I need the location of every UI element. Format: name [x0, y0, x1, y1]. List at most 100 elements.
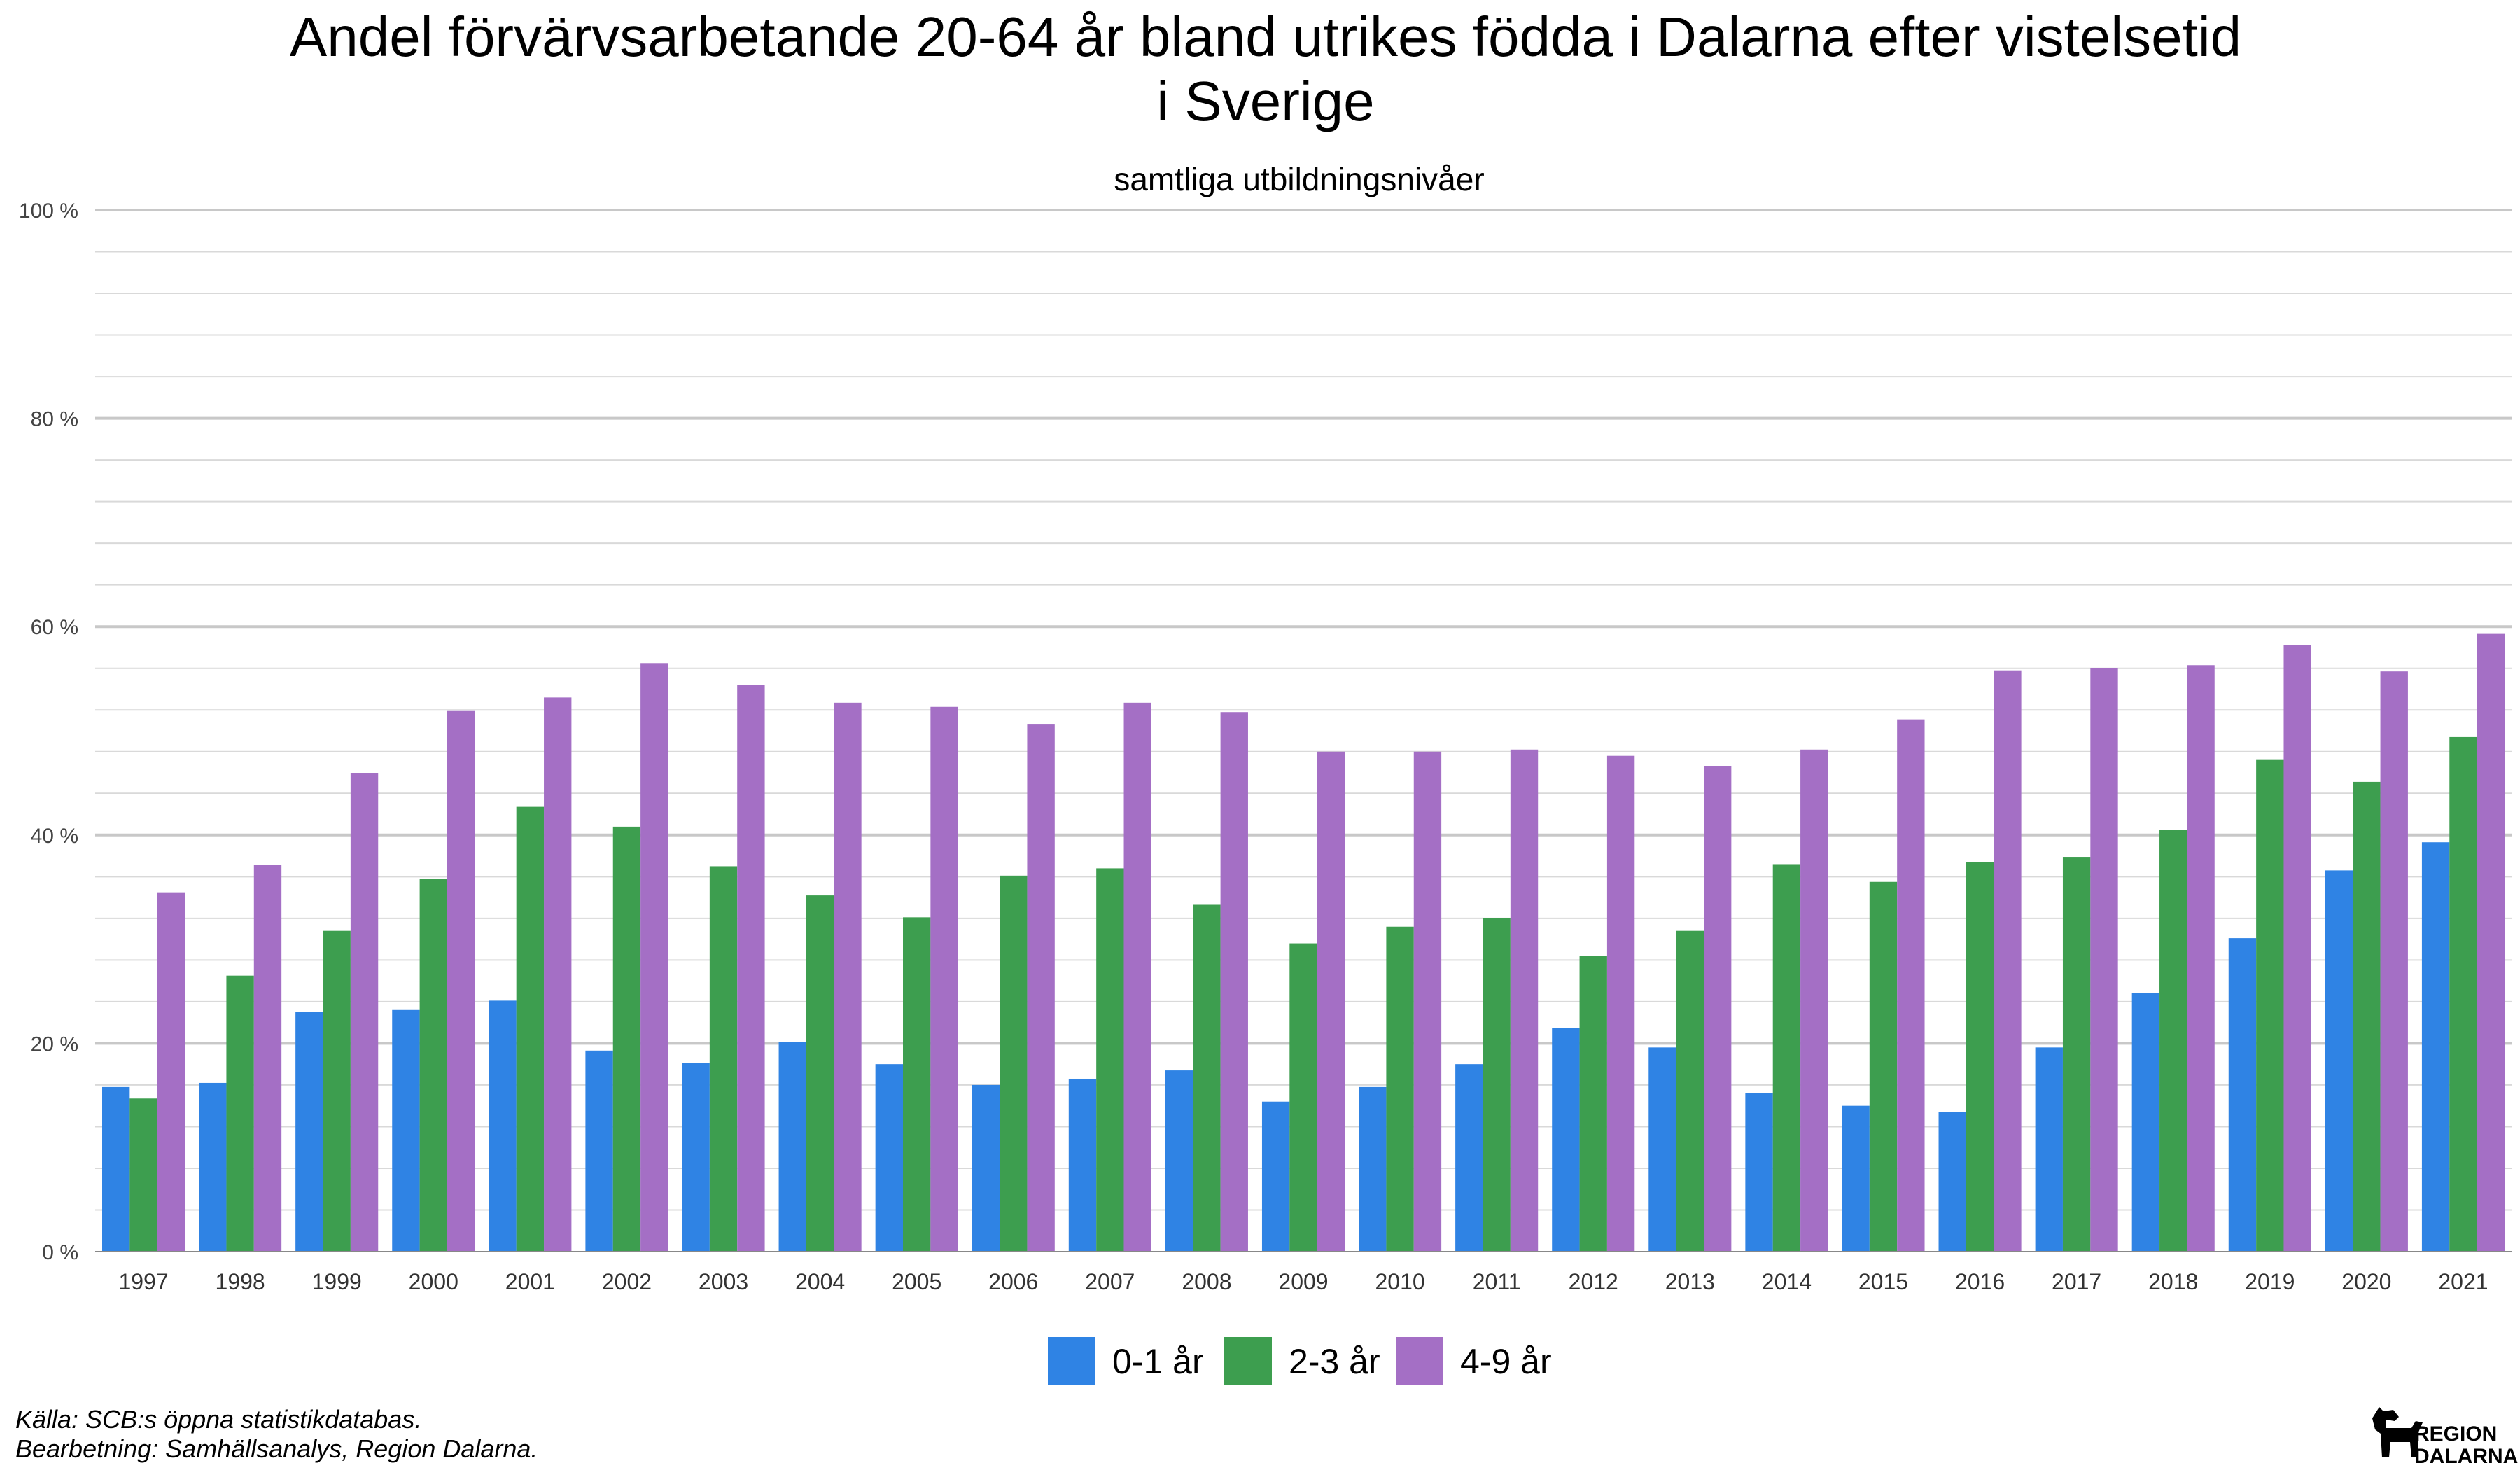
- bar-0-1-r-2012: [1552, 1028, 1580, 1252]
- bar-0-1-r-2011: [1455, 1064, 1483, 1252]
- bar-0-1-r-1998: [199, 1082, 227, 1252]
- bar-2-3-r-2019: [2256, 760, 2284, 1252]
- bar-4-9-r-2017: [2090, 668, 2118, 1252]
- x-axis-ticks: 1997 1998 1999 2000 2001 2002 2003 2004 2005 2006…: [118, 1269, 2488, 1294]
- bar-4-9-r-2007: [1124, 702, 1152, 1252]
- bar-4-9-r-2000: [447, 710, 475, 1252]
- bar-0-1-r-2002: [585, 1050, 613, 1252]
- bar-0-1-r-1999: [295, 1011, 323, 1252]
- bar-2-3-r-2014: [1772, 864, 1801, 1252]
- bar-0-1-r-2008: [1165, 1070, 1194, 1252]
- bar-0-1-r-2010: [1359, 1086, 1387, 1252]
- x-tick-label: 2011: [1473, 1269, 1521, 1294]
- bar-2-3-r-2002: [612, 826, 641, 1252]
- bar-4-9-r-2009: [1317, 751, 1345, 1252]
- x-tick-label: 1998: [216, 1269, 265, 1294]
- bar-0-1-r-2003: [682, 1063, 710, 1252]
- bar-2-3-r-2004: [806, 895, 834, 1252]
- bar-4-9-r-1997: [157, 892, 186, 1252]
- bar-4-9-r-2012: [1606, 755, 1635, 1252]
- bar-0-1-r-2006: [972, 1084, 1000, 1252]
- bar-0-1-r-2018: [2132, 993, 2160, 1252]
- x-tick-label: 2002: [602, 1269, 652, 1294]
- dala-horse-icon: [2372, 1407, 2423, 1457]
- x-tick-label: 2019: [2245, 1269, 2295, 1294]
- bar-2-3-r-2018: [2160, 830, 2188, 1252]
- bar-2-3-r-2010: [1386, 926, 1414, 1252]
- bar-4-9-r-2011: [1510, 749, 1539, 1252]
- bar-4-9-r-2014: [1800, 749, 1828, 1252]
- bar-0-1-r-2016: [1938, 1112, 1966, 1252]
- bar-0-1-r-2015: [1842, 1105, 1870, 1252]
- legend-swatch: [1396, 1337, 1443, 1385]
- bar-2-3-r-2005: [903, 917, 931, 1252]
- bar-2-3-r-1998: [226, 975, 254, 1252]
- bar-4-9-r-2010: [1413, 751, 1442, 1252]
- y-tick-label: 40 %: [31, 825, 78, 848]
- bar-4-9-r-2015: [1897, 719, 1925, 1252]
- bar-2-3-r-1999: [323, 930, 351, 1252]
- bar-0-1-r-2014: [1745, 1093, 1773, 1252]
- bar-2-3-r-2021: [2449, 736, 2477, 1252]
- x-tick-label: 2003: [699, 1269, 748, 1294]
- bar-2-3-r-2013: [1676, 930, 1704, 1252]
- bar-2-3-r-2008: [1193, 904, 1221, 1252]
- processing-caption: Bearbetning: Samhällsanalys, Region Dala…: [15, 1434, 538, 1463]
- bar-2-3-r-2009: [1289, 943, 1317, 1252]
- bar-2-3-r-2015: [1869, 881, 1898, 1252]
- bar-0-1-r-2000: [392, 1009, 420, 1252]
- bar-2-3-r-2000: [419, 878, 447, 1252]
- bar-4-9-r-2005: [930, 706, 958, 1252]
- x-tick-label: 2014: [1762, 1269, 1812, 1294]
- bar-4-9-r-2004: [834, 702, 862, 1252]
- bar-0-1-r-2009: [1261, 1101, 1290, 1252]
- bar-0-1-r-2021: [2421, 842, 2450, 1252]
- bar-2-3-r-2016: [1966, 862, 1994, 1252]
- bar-0-1-r-2004: [778, 1042, 806, 1252]
- x-tick-label: 2017: [2052, 1269, 2101, 1294]
- bar-2-3-r-2006: [1000, 875, 1028, 1252]
- bar-4-9-r-2002: [640, 663, 668, 1252]
- chart-title-line-2: i Sverige: [1156, 70, 1374, 132]
- source-caption: Källa: SCB:s öppna statistikdatabas.: [15, 1405, 421, 1434]
- bar-4-9-r-2020: [2380, 671, 2408, 1252]
- x-tick-label: 2012: [1569, 1269, 1618, 1294]
- x-tick-label: 2000: [409, 1269, 458, 1294]
- bar-2-3-r-2003: [709, 866, 738, 1252]
- bar-2-3-r-2012: [1579, 955, 1607, 1252]
- bar-4-9-r-2006: [1027, 724, 1055, 1252]
- y-tick-label: 20 %: [31, 1032, 78, 1056]
- legend-swatch: [1048, 1337, 1096, 1385]
- x-tick-label: 2016: [1955, 1269, 2005, 1294]
- x-tick-label: 2015: [1858, 1269, 1908, 1294]
- x-tick-label: 1997: [118, 1269, 168, 1294]
- x-tick-label: 2001: [505, 1269, 555, 1294]
- bar-4-9-r-2018: [2187, 665, 2215, 1252]
- bar-4-9-r-2021: [2477, 634, 2505, 1252]
- x-tick-label: 2004: [795, 1269, 845, 1294]
- logo-text-line-1: REGION: [2414, 1422, 2497, 1446]
- logo-text-line-2: DALARNA: [2414, 1445, 2518, 1468]
- bar-2-3-r-1997: [130, 1098, 158, 1252]
- bar-4-9-r-1998: [253, 864, 282, 1252]
- legend-label: 4-9 år: [1460, 1342, 1552, 1381]
- bar-4-9-r-2008: [1220, 712, 1248, 1252]
- y-tick-label: 100 %: [19, 200, 78, 223]
- legend-label: 0-1 år: [1112, 1342, 1204, 1381]
- x-tick-label: 2013: [1665, 1269, 1715, 1294]
- x-tick-label: 2005: [892, 1269, 941, 1294]
- x-tick-label: 2009: [1278, 1269, 1328, 1294]
- region-dalarna-logo: REGION DALARNA: [2372, 1407, 2518, 1468]
- bar-4-9-r-1999: [350, 774, 379, 1252]
- bar-4-9-r-2001: [544, 697, 572, 1252]
- x-tick-label: 2007: [1085, 1269, 1135, 1294]
- bar-0-1-r-2017: [2035, 1047, 2063, 1252]
- bar-0-1-r-2005: [875, 1064, 903, 1252]
- bar-0-1-r-2007: [1068, 1078, 1097, 1252]
- bar-4-9-r-2019: [2283, 645, 2311, 1252]
- chart-title-line-1: Andel förvärvsarbetande 20-64 år bland u…: [290, 6, 2241, 68]
- x-tick-label: 1999: [312, 1269, 362, 1294]
- x-tick-label: 2020: [2342, 1269, 2391, 1294]
- y-axis-ticks: 0 % 20 % 40 % 60 % 80 % 100 %: [19, 200, 78, 1264]
